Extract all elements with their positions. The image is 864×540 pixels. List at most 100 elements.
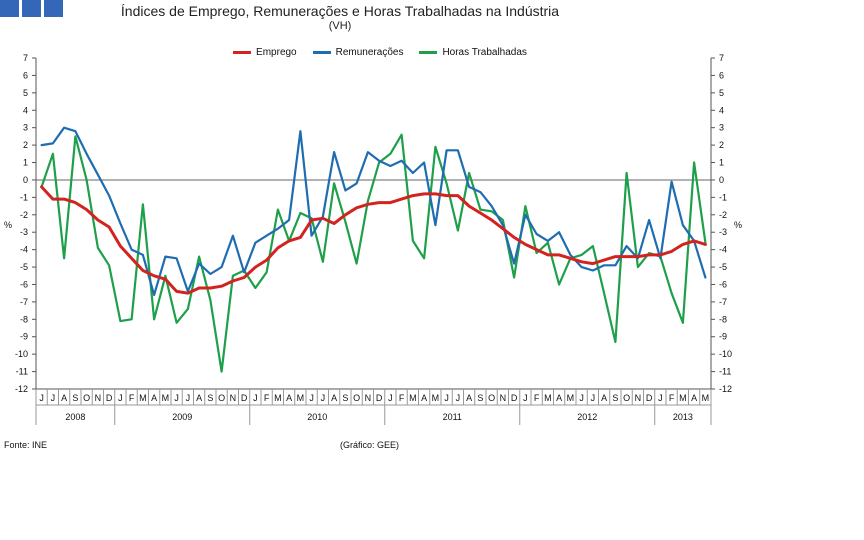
legend-label-remuneracoes: Remunerações bbox=[335, 47, 404, 58]
y-tick-label-right: -7 bbox=[719, 297, 727, 307]
month-tick-label: D bbox=[106, 393, 113, 403]
legend-item-horas: Horas Trabalhadas bbox=[419, 47, 527, 58]
logo-block bbox=[44, 0, 63, 17]
y-tick-label-right: -5 bbox=[719, 262, 727, 272]
y-tick-label-right: 5 bbox=[719, 88, 724, 98]
month-tick-label: A bbox=[286, 393, 292, 403]
month-tick-label: M bbox=[162, 393, 170, 403]
month-tick-label: J bbox=[321, 393, 326, 403]
y-tick-label-right: -10 bbox=[719, 349, 732, 359]
y-tick-label-right: -6 bbox=[719, 279, 727, 289]
y-tick-label-left: 3 bbox=[23, 123, 28, 133]
y-tick-label-left: -4 bbox=[20, 245, 28, 255]
chart-legend: Emprego Remunerações Horas Trabalhadas bbox=[0, 47, 760, 58]
month-tick-label: A bbox=[691, 393, 697, 403]
month-tick-label: O bbox=[353, 393, 360, 403]
y-tick-label-left: -1 bbox=[20, 192, 28, 202]
month-tick-label: A bbox=[196, 393, 202, 403]
month-tick-label: F bbox=[264, 393, 270, 403]
month-tick-label: D bbox=[376, 393, 383, 403]
month-tick-label: F bbox=[669, 393, 675, 403]
y-tick-label-left: -11 bbox=[16, 367, 28, 377]
y-tick-label-right: -2 bbox=[719, 210, 727, 220]
legend-swatch-emprego bbox=[233, 51, 252, 54]
legend-label-horas: Horas Trabalhadas bbox=[442, 47, 527, 58]
month-tick-label: M bbox=[297, 393, 305, 403]
month-tick-label: N bbox=[95, 393, 102, 403]
y-axis-label-right: % bbox=[734, 220, 742, 230]
month-tick-label: S bbox=[72, 393, 78, 403]
month-tick-label: A bbox=[466, 393, 472, 403]
month-tick-label: A bbox=[331, 393, 337, 403]
y-tick-label-right: 2 bbox=[719, 140, 724, 150]
chart-title: Índices de Emprego, Remunerações e Horas… bbox=[120, 3, 560, 19]
series-line-emprego bbox=[40, 185, 707, 295]
month-tick-label: M bbox=[274, 393, 282, 403]
month-tick-label: J bbox=[388, 393, 393, 403]
y-tick-label-left: 7 bbox=[23, 53, 28, 63]
y-tick-label-left: -5 bbox=[20, 262, 28, 272]
y-tick-label-left: 1 bbox=[23, 158, 28, 168]
month-tick-label: O bbox=[488, 393, 495, 403]
month-tick-label: J bbox=[523, 393, 528, 403]
y-tick-label-left: -12 bbox=[15, 384, 28, 394]
month-tick-label: J bbox=[253, 393, 258, 403]
source-note: Fonte: INE bbox=[4, 440, 48, 450]
month-tick-label: F bbox=[129, 393, 135, 403]
month-tick-label: A bbox=[601, 393, 607, 403]
y-tick-label-left: 6 bbox=[23, 70, 28, 80]
y-tick-label-left: -10 bbox=[15, 349, 28, 359]
month-tick-label: J bbox=[118, 393, 123, 403]
y-tick-label-right: 4 bbox=[719, 105, 724, 115]
y-tick-label-right: -1 bbox=[719, 192, 727, 202]
month-tick-label: A bbox=[61, 393, 67, 403]
legend-item-emprego: Emprego bbox=[233, 47, 297, 58]
y-tick-label-left: 0 bbox=[23, 175, 28, 185]
year-tick-label: 2008 bbox=[65, 412, 85, 422]
month-tick-label: A bbox=[151, 393, 157, 403]
y-tick-label-left: 2 bbox=[23, 140, 28, 150]
month-tick-label: J bbox=[456, 393, 461, 403]
month-tick-label: O bbox=[218, 393, 225, 403]
legend-label-emprego: Emprego bbox=[256, 47, 297, 58]
y-tick-label-left: -9 bbox=[20, 332, 28, 342]
y-tick-label-left: 4 bbox=[23, 105, 28, 115]
month-tick-label: J bbox=[444, 393, 449, 403]
month-tick-label: J bbox=[51, 393, 56, 403]
y-tick-label-right: 1 bbox=[719, 158, 724, 168]
month-tick-label: M bbox=[702, 393, 710, 403]
month-tick-label: N bbox=[500, 393, 507, 403]
month-tick-label: J bbox=[174, 393, 179, 403]
y-tick-label-right: -11 bbox=[719, 367, 731, 377]
month-tick-label: O bbox=[83, 393, 90, 403]
month-tick-label: J bbox=[579, 393, 584, 403]
chart-subtitle: (VH) bbox=[328, 20, 352, 32]
y-axis-label-left: % bbox=[4, 220, 12, 230]
month-tick-label: F bbox=[534, 393, 540, 403]
month-tick-label: J bbox=[658, 393, 663, 403]
month-tick-label: M bbox=[679, 393, 687, 403]
month-tick-label: M bbox=[409, 393, 417, 403]
month-tick-label: D bbox=[511, 393, 518, 403]
y-tick-label-right: -8 bbox=[719, 314, 727, 324]
y-tick-label-left: 5 bbox=[23, 88, 28, 98]
month-tick-label: M bbox=[544, 393, 552, 403]
month-tick-label: F bbox=[399, 393, 405, 403]
y-tick-label-left: -2 bbox=[20, 210, 28, 220]
brand-logo bbox=[0, 0, 63, 17]
legend-swatch-horas bbox=[419, 51, 438, 54]
y-tick-label-right: -3 bbox=[719, 227, 727, 237]
month-tick-label: A bbox=[556, 393, 562, 403]
y-tick-label-right: 0 bbox=[719, 175, 724, 185]
y-tick-label-right: -4 bbox=[719, 245, 727, 255]
y-tick-label-right: 6 bbox=[719, 70, 724, 80]
year-tick-label: 2009 bbox=[172, 412, 192, 422]
month-tick-label: M bbox=[567, 393, 575, 403]
month-tick-label: N bbox=[230, 393, 237, 403]
month-tick-label: N bbox=[635, 393, 642, 403]
logo-block bbox=[22, 0, 41, 17]
y-tick-label-right: -9 bbox=[719, 332, 727, 342]
year-tick-label: 2011 bbox=[443, 412, 462, 422]
month-tick-label: S bbox=[342, 393, 348, 403]
